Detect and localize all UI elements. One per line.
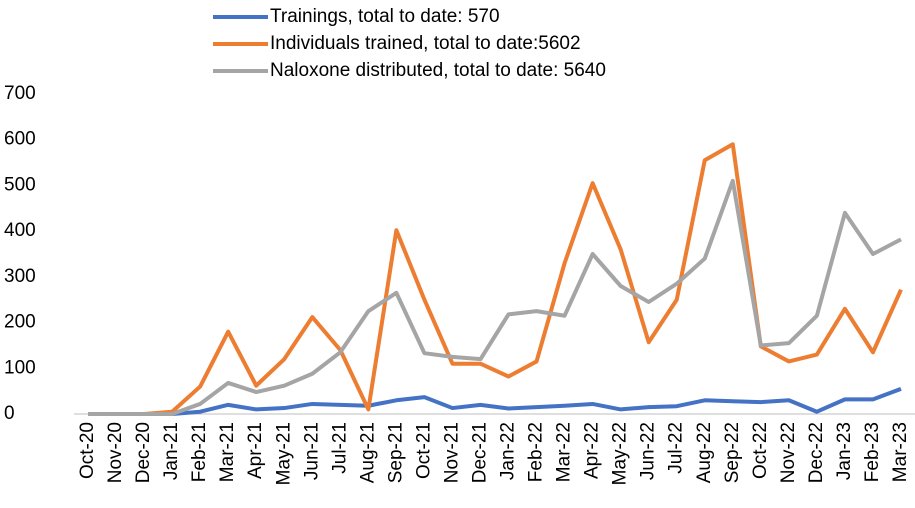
x-tick-label: Nov-21 (441, 422, 462, 483)
x-tick-label: Feb-23 (862, 422, 883, 482)
x-tick-label: Sep-21 (385, 422, 406, 483)
x-tick-label: Mar-22 (554, 422, 575, 482)
x-tick-label: May-22 (610, 422, 631, 485)
legend-label: Naloxone distributed, total to date: 564… (270, 60, 606, 81)
x-tick-label: Apr-22 (582, 422, 603, 479)
x-tick-label: Oct-22 (750, 422, 771, 479)
y-tick-label: 300 (4, 266, 36, 287)
x-tick-label: Jul-21 (329, 422, 350, 474)
x-tick-label: May-21 (273, 422, 294, 485)
x-tick-label: Nov-22 (778, 422, 799, 483)
x-tick-label: Aug-21 (357, 422, 378, 483)
x-tick-label: Feb-22 (526, 422, 547, 482)
x-tick-label: Sep-22 (722, 422, 743, 483)
y-tick-label: 100 (4, 357, 36, 378)
x-tick-label: Mar-21 (217, 422, 238, 482)
series-line (88, 142, 903, 416)
x-tick-label: Jul-22 (666, 422, 687, 474)
y-tick-label: 200 (4, 312, 36, 333)
x-tick-label: Mar-23 (890, 422, 911, 482)
series-line (88, 386, 902, 416)
y-tick-label: 0 (4, 403, 15, 424)
x-tick-label: Jan-23 (834, 422, 855, 480)
x-tick-label: Aug-22 (694, 422, 715, 483)
x-tick-label: Nov-20 (105, 422, 126, 483)
x-tick-label: Dec-20 (133, 422, 154, 483)
x-tick-label: Apr-21 (245, 422, 266, 479)
x-tick-label: Feb-21 (189, 422, 210, 482)
y-tick-label: 400 (4, 220, 36, 241)
x-tick-label: Jun-21 (301, 422, 322, 480)
y-tick-label: 700 (4, 83, 36, 104)
series-line (88, 178, 902, 416)
y-tick-label: 500 (4, 174, 36, 195)
x-tick-label: Oct-21 (413, 422, 434, 479)
x-tick-label: Jun-22 (638, 422, 659, 480)
legend-label: Individuals trained, total to date:5602 (270, 33, 581, 54)
x-tick-label: Jan-21 (161, 422, 182, 480)
x-tick-label: Oct-20 (77, 422, 98, 479)
y-tick-label: 600 (4, 129, 36, 150)
x-tick-label: Dec-21 (469, 422, 490, 483)
legend-label: Trainings, total to date: 570 (270, 6, 500, 27)
x-tick-label: Dec-22 (806, 422, 827, 483)
x-tick-label: Jan-22 (498, 422, 519, 480)
